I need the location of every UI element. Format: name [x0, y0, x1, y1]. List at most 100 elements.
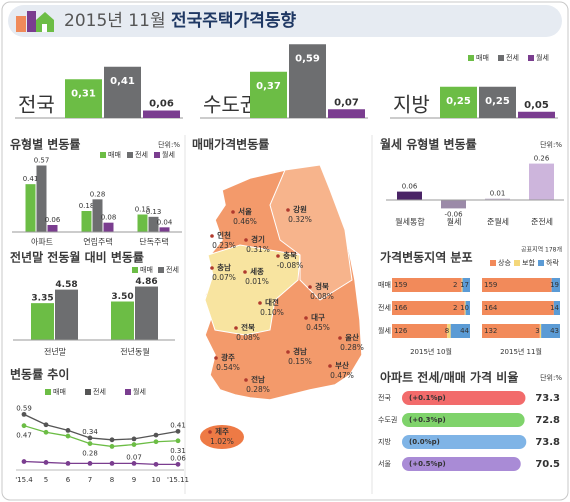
region-dot	[328, 364, 332, 368]
region-dot	[286, 208, 290, 212]
chart-title: 월세 유형별 변동률	[380, 137, 477, 152]
legend-label: 매매	[53, 388, 66, 396]
region-value: 0.10%	[260, 308, 284, 317]
bar	[441, 200, 466, 209]
point	[65, 461, 71, 466]
point	[131, 436, 137, 442]
region-dot	[304, 316, 308, 320]
legend-label: 월세	[536, 53, 549, 62]
point	[21, 411, 27, 417]
value-label: 10	[460, 304, 469, 312]
point	[87, 461, 93, 466]
row-label: 서울	[378, 459, 391, 468]
line	[23, 460, 178, 465]
value-label: 72.8	[535, 415, 560, 426]
region-name: 부산	[335, 360, 349, 370]
value-label: 0.47	[16, 432, 32, 440]
chart-title: 아파트 전세/매매 가격 비율	[380, 370, 518, 385]
bar	[92, 199, 103, 232]
legend-swatch	[100, 152, 106, 158]
point	[175, 428, 181, 434]
korea-map	[200, 164, 363, 449]
value-label: 0.26	[534, 155, 550, 163]
value-label: 43	[550, 327, 559, 335]
region-dot	[210, 234, 214, 238]
value-label: 0,25	[446, 96, 471, 107]
annotation: (0.0%p)	[409, 438, 440, 446]
bar-segment	[392, 278, 462, 292]
bar	[111, 301, 134, 340]
bar-segment	[541, 324, 560, 338]
chart-title: 유형별 변동률	[10, 137, 80, 152]
value-label: 2	[453, 281, 457, 289]
x-tick-label: 월세	[447, 217, 462, 227]
value-label: 0,37	[256, 81, 281, 92]
bar	[31, 303, 54, 340]
bar	[402, 457, 521, 471]
bar-segment	[482, 278, 552, 292]
region-value: 0.46%	[233, 217, 257, 226]
value-label: 2	[453, 304, 457, 312]
region-dot	[243, 270, 247, 274]
x-tick-label: 6	[66, 476, 71, 484]
region-dot	[276, 254, 280, 258]
annotation: (+0.5%p)	[409, 460, 446, 468]
region-value: 0.31%	[246, 245, 270, 254]
legend-swatch	[514, 260, 520, 266]
point	[65, 433, 71, 439]
legend-swatch	[85, 389, 91, 395]
point	[21, 459, 27, 464]
chart-title: 매매가격변동률	[192, 137, 269, 152]
bar	[529, 163, 554, 200]
region-name: 대전	[265, 297, 279, 307]
header-title: 2015년 11월 전국주택가격동향	[64, 10, 296, 31]
legend-label: 월세	[162, 150, 175, 159]
legend-swatch	[538, 260, 544, 266]
legend-swatch	[528, 55, 534, 61]
row-label: 전세	[378, 303, 391, 312]
point	[43, 460, 49, 465]
point	[109, 444, 115, 449]
region-name: 세종	[250, 266, 264, 276]
point	[65, 428, 71, 433]
region-dot	[214, 356, 218, 360]
region-dot	[234, 326, 238, 330]
row-label: 매매	[378, 281, 391, 289]
region-name: 대구	[311, 312, 325, 322]
legend-swatch	[498, 55, 504, 61]
bar-segment	[551, 278, 560, 292]
point	[87, 435, 93, 441]
legend-swatch	[132, 267, 138, 273]
legend-swatch	[125, 389, 131, 395]
legend-swatch	[45, 389, 51, 395]
region-name: 인천	[217, 230, 231, 240]
x-tick-label: 연립주택	[83, 237, 112, 247]
point	[87, 441, 93, 446]
value-label: -0.06	[444, 210, 463, 218]
bar	[25, 184, 36, 232]
value-label: 166	[394, 304, 408, 312]
value-label: 0.04	[157, 218, 173, 226]
legend-label: 전세	[506, 53, 519, 62]
value-label: 0.06	[45, 216, 61, 224]
region-value: 0.07%	[212, 273, 236, 282]
point	[153, 461, 159, 467]
legend-label: 전세	[135, 150, 148, 159]
region-value: 0.54%	[216, 363, 240, 372]
bar	[328, 109, 365, 118]
region-dot	[286, 350, 290, 354]
value-label: 0,06	[149, 99, 174, 110]
value-label: 4.58	[55, 280, 77, 290]
bar	[103, 222, 114, 232]
point	[109, 437, 115, 443]
bar-segment	[465, 301, 470, 315]
legend-swatch	[154, 152, 160, 158]
point	[21, 423, 27, 429]
bar	[36, 165, 47, 232]
legend-label: 매매	[108, 151, 121, 159]
legend-label: 매매	[476, 54, 489, 62]
bar	[518, 111, 555, 118]
value-label: 0.41	[23, 175, 39, 183]
region-dot	[231, 210, 235, 214]
